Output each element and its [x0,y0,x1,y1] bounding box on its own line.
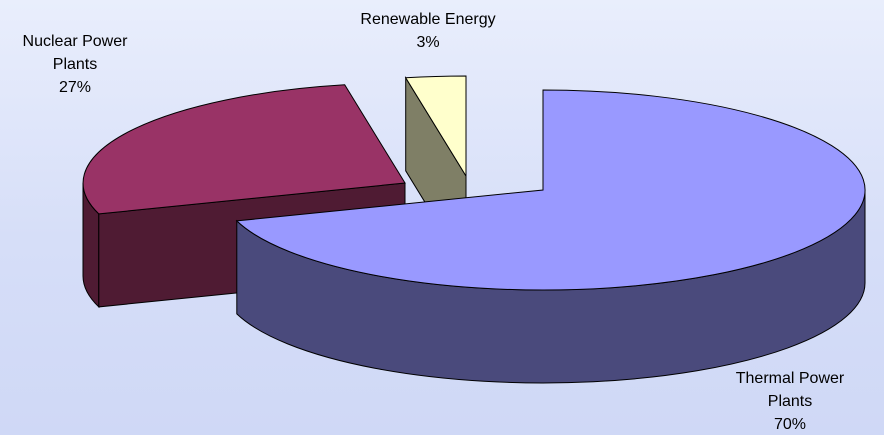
slice-label-nuclear: Nuclear Power Plants 27% [23,33,129,96]
slice-name-thermal: Plants [768,393,812,410]
slice-name-nuclear: Plants [53,56,97,73]
slice-name-renewable: Renewable Energy [360,11,495,28]
slice-percent-thermal: 70% [774,416,806,433]
pie-slices [82,75,866,384]
slice-label-renewable: Renewable Energy 3% [360,11,495,51]
slice-label-thermal: Thermal Power Plants 70% [736,370,845,433]
slice-thermal-top [235,89,866,291]
slice-thermal [235,89,866,384]
slice-name-nuclear: Nuclear Power [23,33,129,50]
slice-percent-nuclear: 27% [59,79,91,96]
slice-renewable-top [404,75,467,178]
pie-labels: Thermal Power Plants 70% Nuclear Power Plant… [23,11,845,433]
slice-nuclear-top [82,84,406,215]
slice-name-thermal: Thermal Power [736,370,845,387]
slice-percent-renewable: 3% [416,34,439,51]
